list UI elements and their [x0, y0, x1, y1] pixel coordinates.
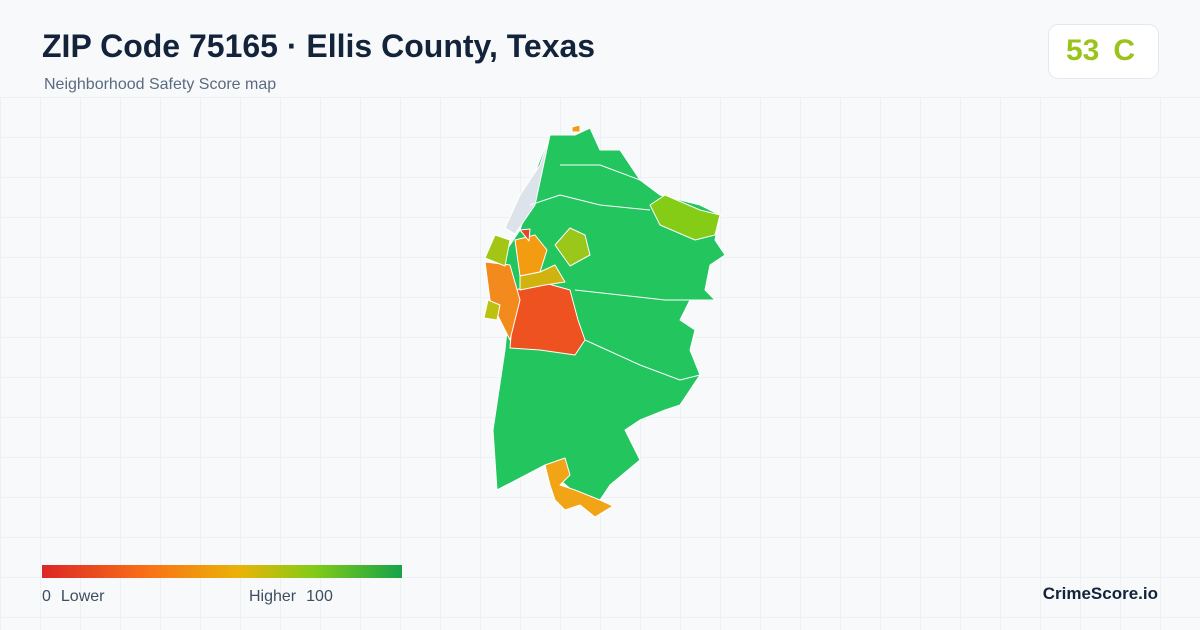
title: ZIP Code 75165 · Ellis County, Texas	[42, 28, 596, 64]
boundary	[574, 289, 690, 301]
zip-map	[483, 124, 726, 518]
region	[571, 124, 581, 133]
score-box	[1048, 24, 1159, 79]
score-grade: C	[1113, 34, 1136, 67]
legend-max: 100	[306, 588, 333, 605]
region	[484, 234, 511, 267]
region	[484, 261, 521, 341]
legend-low: 0 Lower	[42, 588, 104, 606]
boundary	[529, 194, 651, 211]
boundary	[560, 164, 641, 181]
legend-min-label: Lower	[60, 588, 105, 605]
region	[504, 134, 551, 235]
brand: CrimeScore.io	[1042, 584, 1158, 603]
score: 53 C	[1066, 34, 1135, 68]
region	[544, 457, 614, 518]
region	[649, 194, 721, 241]
boundary	[584, 339, 701, 381]
legend-min: 0	[42, 588, 51, 605]
region	[514, 234, 548, 277]
region	[483, 299, 501, 321]
region	[519, 264, 566, 291]
region	[519, 228, 531, 242]
legend-max-label: Higher	[249, 588, 297, 605]
score-value: 53	[1066, 34, 1100, 67]
subtitle: Neighborhood Safety Score map	[44, 76, 277, 93]
region	[554, 227, 591, 267]
legend-high: Higher 100	[249, 588, 333, 606]
legend-gradient	[42, 565, 402, 578]
